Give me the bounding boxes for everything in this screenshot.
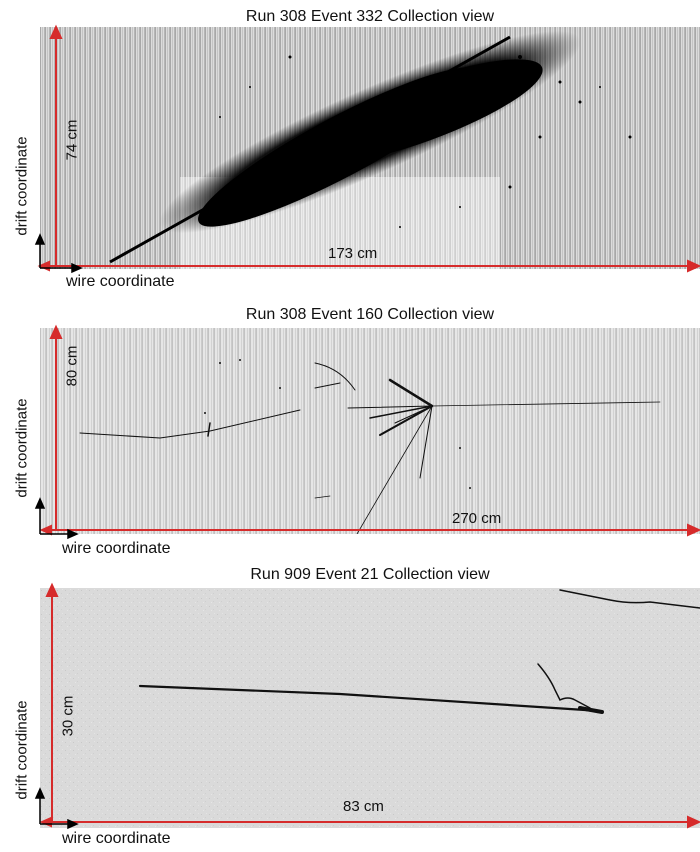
y-axis-label: drift coordinate (13, 700, 31, 800)
event-display-image (40, 588, 700, 828)
panel-title: Run 308 Event 160 Collection view (245, 306, 495, 323)
event-display-image (40, 328, 700, 534)
vertical-dimension-label: 80 cm (63, 345, 81, 387)
particle-tracks (79, 362, 661, 534)
horizontal-dimension-label: 270 cm (452, 510, 502, 527)
panel-title: Run 909 Event 21 Collection view (250, 566, 490, 583)
shower-cluster (109, 30, 581, 264)
event-display-image (40, 27, 700, 269)
x-axis-label: wire coordinate (66, 273, 175, 290)
x-axis-label: wire coordinate (62, 830, 171, 847)
horizontal-dimension-label: 173 cm (328, 245, 378, 262)
event-panel-2: Run 308 Event 160 Collection view (0, 290, 700, 566)
x-axis-label: wire coordinate (62, 540, 171, 557)
event-display-svg (40, 27, 700, 269)
particle-tracks (138, 589, 700, 714)
y-axis-label: drift coordinate (13, 136, 31, 236)
scattered-hits (219, 55, 632, 228)
vertical-dimension-label: 74 cm (63, 119, 81, 161)
y-axis-label: drift coordinate (13, 398, 31, 498)
event-display-svg (40, 328, 700, 534)
event-panel-1: Run 308 Event 332 Collection view (0, 0, 700, 290)
event-panel-3: Run 909 Event 21 Collection view (0, 566, 700, 852)
vertical-dimension-label: 30 cm (59, 695, 77, 737)
event-display-svg (40, 588, 700, 828)
panel-title: Run 308 Event 332 Collection view (245, 8, 495, 25)
horizontal-dimension-label: 83 cm (343, 798, 384, 815)
